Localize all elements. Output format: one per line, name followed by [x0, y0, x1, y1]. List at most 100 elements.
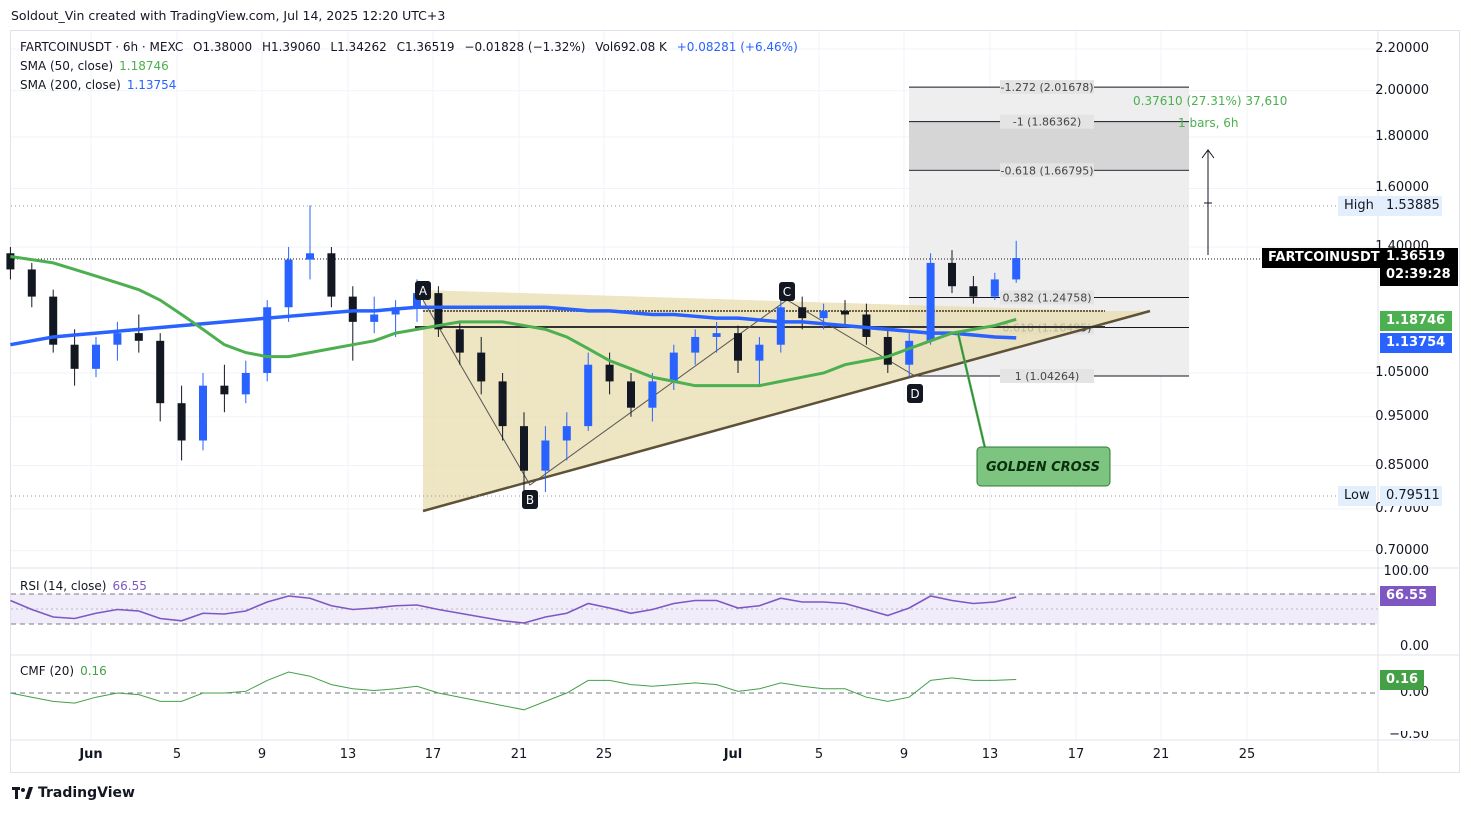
sma50-value: 1.18746 [119, 59, 169, 73]
candle [905, 333, 914, 378]
pattern-point-marker [907, 384, 923, 403]
candle [284, 246, 293, 322]
candle-body [905, 340, 914, 365]
tradingview-logo[interactable]: TradingView [12, 785, 135, 801]
candle [70, 329, 79, 386]
sma50-legend[interactable]: SMA (50, close) 1.18746 [20, 59, 175, 73]
candle-body [691, 336, 700, 353]
brand-name: TradingView [38, 785, 135, 801]
candle [370, 296, 379, 334]
time-axis-label: 13 [981, 747, 999, 762]
candle-body [520, 426, 528, 471]
ascending-support-line [422, 309, 1151, 513]
candle-body [776, 307, 785, 345]
candle-body [27, 269, 36, 297]
measure-text: 0.37610 (27.31%) 37,610 [1133, 94, 1287, 108]
symbol-tag: FARTCOINUSDT [1262, 248, 1386, 268]
candle-body [177, 403, 186, 441]
candle [841, 300, 849, 326]
candle-body [455, 329, 464, 353]
fib-level-label: -1 (1.86362) [1013, 116, 1082, 129]
rsi-line [10, 595, 1017, 624]
candle [263, 300, 272, 382]
candle [562, 412, 571, 461]
candle-body [306, 253, 314, 260]
candle [627, 372, 635, 417]
arrow-head [1201, 149, 1215, 159]
sma200-legend[interactable]: SMA (200, close) 1.13754 [20, 78, 182, 92]
time-axis-label: 17 [424, 747, 442, 762]
candle-body [370, 314, 379, 322]
candle [926, 253, 935, 345]
rsi-value: 66.55 [112, 579, 147, 593]
candle-body [434, 293, 443, 330]
candle [712, 321, 721, 353]
time-axis-label: 5 [814, 747, 824, 762]
pattern-fill [423, 290, 1150, 511]
sma200-value: 1.13754 [126, 78, 177, 92]
sma200-tag: 1.13754 [1380, 333, 1452, 353]
price-axis-label: 0.70000 [1375, 542, 1429, 558]
fib-label-bg [1000, 290, 1094, 305]
candle-body [712, 333, 721, 337]
measure-arrow: 0.37610 (27.31%) 37,610 1 bars, 6h [1133, 94, 1287, 255]
rsi-legend[interactable]: RSI (14, close) 66.55 [20, 579, 153, 593]
candle [1012, 240, 1021, 283]
candle-body [263, 307, 272, 373]
time-axis-label: 25 [595, 747, 613, 762]
symbol-info[interactable]: FARTCOINUSDT · 6h · MEXC [20, 40, 184, 54]
candle-body [6, 253, 15, 270]
candle [969, 276, 978, 304]
candle [883, 329, 892, 373]
fib-level-label: -1.272 (2.01678) [1000, 81, 1093, 94]
rsi-tag: 66.55 [1380, 586, 1436, 606]
price-axis-label: 1.05000 [1375, 364, 1429, 380]
ohlc-high: H1.39060 [261, 40, 321, 54]
candle-body [92, 344, 100, 369]
price-axis-label: 1.60000 [1375, 180, 1429, 196]
candle-body [134, 333, 143, 341]
candle [348, 286, 357, 361]
time-axis-label: Jul [723, 747, 743, 762]
sma200-label: SMA (200, close) [20, 78, 121, 92]
time-axis-label: 5 [172, 747, 182, 762]
price-axis-label: 0.95000 [1375, 408, 1429, 424]
chart-credit: Soldout_Vin created with TradingView.com… [11, 8, 446, 23]
cmf-legend[interactable]: CMF (20) 0.16 [20, 664, 113, 678]
candle [691, 329, 700, 365]
time-axis-label: 9 [899, 747, 909, 762]
rsi-label: RSI (14, close) [20, 579, 107, 593]
candle [455, 321, 464, 365]
pattern-point-marker [522, 490, 538, 509]
high-tag-value: 1.53885 [1380, 196, 1442, 216]
rsi-axis-label: 100.00 [1383, 564, 1430, 579]
candle [327, 246, 336, 308]
golden-cross-callout: GOLDEN CROSS [956, 332, 1111, 487]
pattern-point-label: D [910, 387, 919, 401]
candle [755, 336, 764, 386]
candle-body [391, 307, 400, 315]
fib-level-label: 1 (1.04264) [1015, 370, 1080, 383]
candle [648, 372, 657, 422]
candle-body [990, 279, 999, 297]
low-tag-label: Low [1338, 486, 1376, 506]
candle-body [648, 381, 657, 408]
price-change: −0.01828 (−1.32%) [464, 40, 586, 54]
candle-body [327, 253, 336, 297]
fib-level-label: 0.382 (1.24758) [1002, 291, 1091, 304]
candle-body [798, 307, 807, 319]
price-axis-label: 2.20000 [1375, 41, 1429, 56]
ohlc-low: L1.34262 [330, 40, 387, 54]
volume: Vol692.08 K [595, 40, 667, 54]
fib-label-bg [1000, 163, 1094, 178]
candle [134, 314, 143, 353]
candle-body [841, 310, 849, 315]
candle-body [562, 426, 571, 441]
candle-body [220, 385, 229, 395]
candle-body [948, 262, 956, 287]
candle [541, 426, 550, 493]
abcd-path [422, 299, 916, 486]
candle-body [541, 440, 550, 471]
low-tag-value: 0.79511 [1380, 486, 1442, 506]
